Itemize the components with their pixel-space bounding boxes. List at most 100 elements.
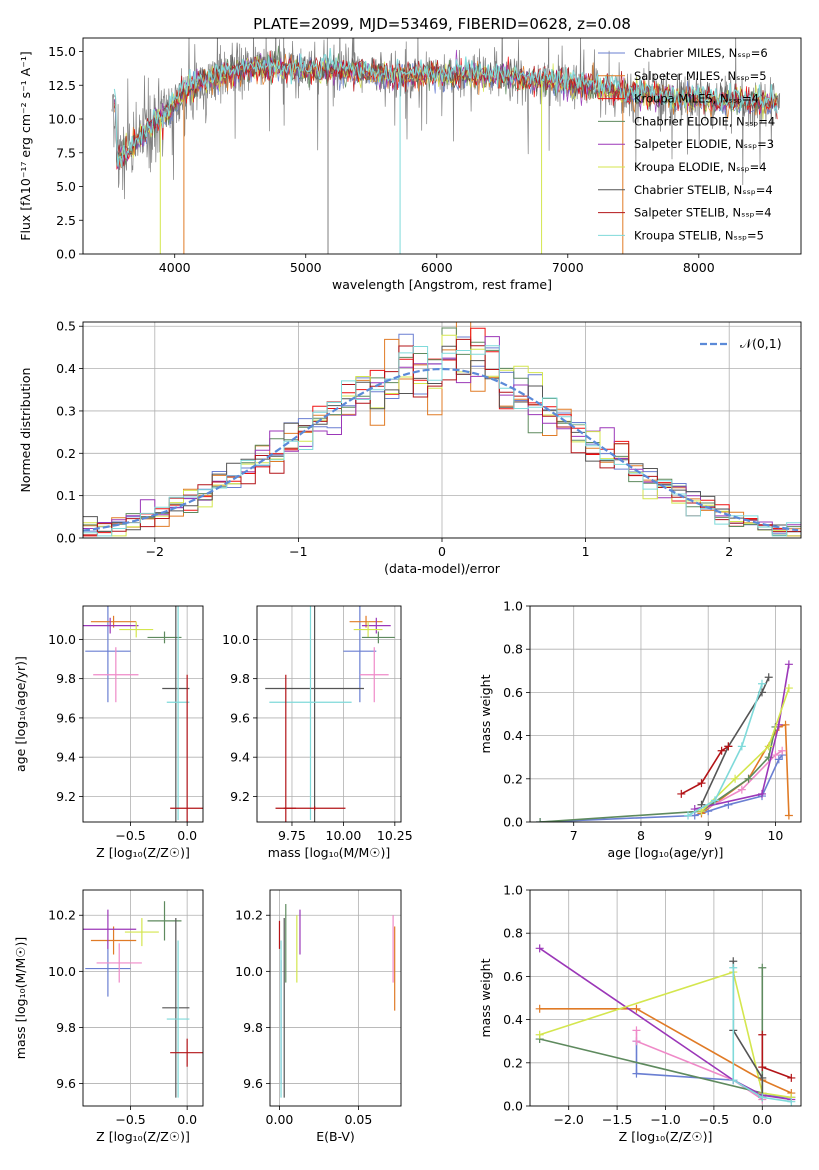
histogram-7 [83, 338, 801, 536]
weight-marker [677, 789, 686, 798]
legend-entry-8: Kroupa STELIB, Nₛₛₚ=5 [634, 228, 764, 242]
x-tick-label: 9.75 [278, 828, 306, 843]
errorbar-point-4 [124, 918, 159, 947]
y-tick-label: 0.8 [503, 642, 523, 657]
axes-frame [82, 605, 204, 823]
weight-marker [781, 720, 790, 729]
y-tick-label: 12.5 [48, 78, 76, 93]
weight-marker [717, 746, 726, 755]
panel-age_vs_mass: 9.75 10.00 10.25 9.2 9.4 9.6 9.8 10.0 mass [log₁… [222, 605, 413, 860]
y-axis-label: mass [log₁₀(M/M☉)] [13, 937, 28, 1059]
panel-age_vs_Z: −0.5 0.0 9.2 9.4 9.6 9.8 10.0 Z [log₁₀(Z/Z☉)] ag… [13, 605, 204, 860]
x-tick-label: 0 [438, 544, 446, 559]
x-tick-label: 2 [725, 544, 733, 559]
x-tick-label: 7 [570, 828, 578, 843]
plot-area-residuals [83, 322, 801, 538]
weight-marker [764, 742, 773, 751]
y-tick-label: 9.6 [56, 1076, 76, 1091]
y-tick-label: 1.0 [503, 599, 523, 614]
y-tick-label: 0.4 [56, 361, 76, 376]
weight-marker [784, 660, 793, 669]
errorbar-point-8 [170, 674, 203, 822]
y-tick-label: 9.8 [230, 671, 250, 686]
y-tick-label: 0.2 [56, 446, 76, 461]
y-tick-label: 0.2 [503, 1055, 523, 1070]
x-tick-label: −0.5 [115, 1112, 145, 1127]
axes-frame [529, 605, 802, 823]
weight-marker [729, 963, 738, 972]
figure-title: PLATE=2099, MJD=53469, FIBERID=0628, z=0… [253, 15, 631, 33]
x-axis-label: age [log₁₀(age/yr)] [608, 845, 724, 860]
x-axis-label: mass [log₁₀(M/M☉)] [268, 845, 390, 860]
weight-marker [737, 785, 746, 794]
weight-marker [784, 811, 793, 820]
errorbar-point-6 [265, 606, 364, 822]
weight-marker [758, 1030, 767, 1039]
errorbar-point-2 [93, 647, 139, 703]
errorbar-point-0 [85, 940, 131, 997]
axes-frame [82, 889, 204, 1107]
x-tick-label: 0.0 [177, 828, 197, 843]
weight-marker [632, 1026, 641, 1035]
y-tick-label: 5.0 [56, 179, 76, 194]
x-tick-label: 8 [637, 828, 645, 843]
y-tick-label: 10.2 [48, 908, 76, 923]
weight-marker [535, 944, 544, 953]
x-tick-label: 9 [704, 828, 712, 843]
x-tick-label: 6000 [421, 260, 453, 275]
plot-area-mass_vs_Z [83, 890, 203, 1106]
x-tick-label: −1.5 [602, 1112, 632, 1127]
weight-series-2 [701, 750, 783, 812]
y-tick-label: 0.6 [503, 685, 523, 700]
y-tick-label: 0.0 [503, 815, 523, 830]
y-axis-label: mass weight [478, 958, 493, 1037]
errorbar-point-3 [83, 909, 137, 949]
y-tick-label: 9.6 [230, 710, 250, 725]
weight-marker [724, 742, 733, 751]
weight-marker [731, 774, 740, 783]
errorbar-point-6 [162, 606, 190, 822]
y-tick-label: 0.0 [56, 531, 76, 546]
y-tick-label: 9.2 [230, 789, 250, 804]
weight-series-7 [761, 1034, 792, 1079]
errorbar-point-2 [359, 647, 389, 703]
weight-marker [737, 742, 746, 751]
x-tick-label: −2.0 [554, 1112, 584, 1127]
model-spectrum-2 [114, 50, 778, 171]
weight-marker [729, 1076, 738, 1085]
y-tick-label: 0.0 [56, 247, 76, 262]
errorbar-point-0 [85, 606, 131, 703]
legend-entry-gaussian: 𝒩(0,1) [740, 336, 782, 351]
errorbar-point-8 [170, 1038, 203, 1067]
weight-series-4 [694, 664, 790, 810]
y-tick-label: 9.6 [243, 1076, 263, 1091]
y-tick-label: 9.4 [56, 750, 76, 765]
x-tick-label: −1.0 [650, 1112, 680, 1127]
y-tick-label: 10.0 [222, 632, 250, 647]
weight-marker [758, 963, 767, 972]
y-tick-label: 0.8 [503, 926, 523, 941]
y-tick-label: 9.6 [56, 710, 76, 725]
legend-entry-4: Salpeter ELODIE, Nₛₛₚ=3 [634, 137, 774, 151]
errorbar-point-0 [343, 606, 377, 703]
weight-series-7 [680, 745, 729, 795]
weight-series-8 [687, 683, 763, 817]
legend-spectrum: Chabrier MILES, Nₛₛₚ=6 Salpeter MILES, Nₛ… [598, 46, 775, 242]
legend-entry-1: Salpeter MILES, Nₛₛₚ=5 [634, 69, 767, 83]
y-axis-label: Flux [fλ10⁻¹⁷ erg cm⁻² s⁻¹ A⁻¹] [18, 51, 33, 240]
weight-marker [758, 1063, 767, 1072]
weight-series-4 [539, 947, 792, 1101]
plot-area-age_vs_Z [83, 606, 203, 822]
y-tick-label: 0.1 [56, 488, 76, 503]
weight-series-5 [539, 971, 792, 1099]
panel-residuals: −2 −1 0 1 2 0.0 0.1 0.2 0.3 0.4 0.5 (data-model)/er… [18, 319, 802, 576]
errorbar-point-1 [90, 926, 137, 955]
weight-marker [757, 789, 766, 798]
legend-entry-0: Chabrier MILES, Nₛₛₚ=6 [634, 46, 768, 60]
weight-marker [710, 796, 719, 805]
x-tick-label: 4000 [159, 260, 191, 275]
plot-area-age_vs_mass [257, 606, 401, 822]
x-axis-label: Z [log₁₀(Z/Z☉)] [96, 1129, 190, 1144]
errorbar-point-7 [269, 606, 352, 821]
legend-entry-2: Kroupa MILES, Nₛₛₚ=4 [634, 92, 759, 106]
